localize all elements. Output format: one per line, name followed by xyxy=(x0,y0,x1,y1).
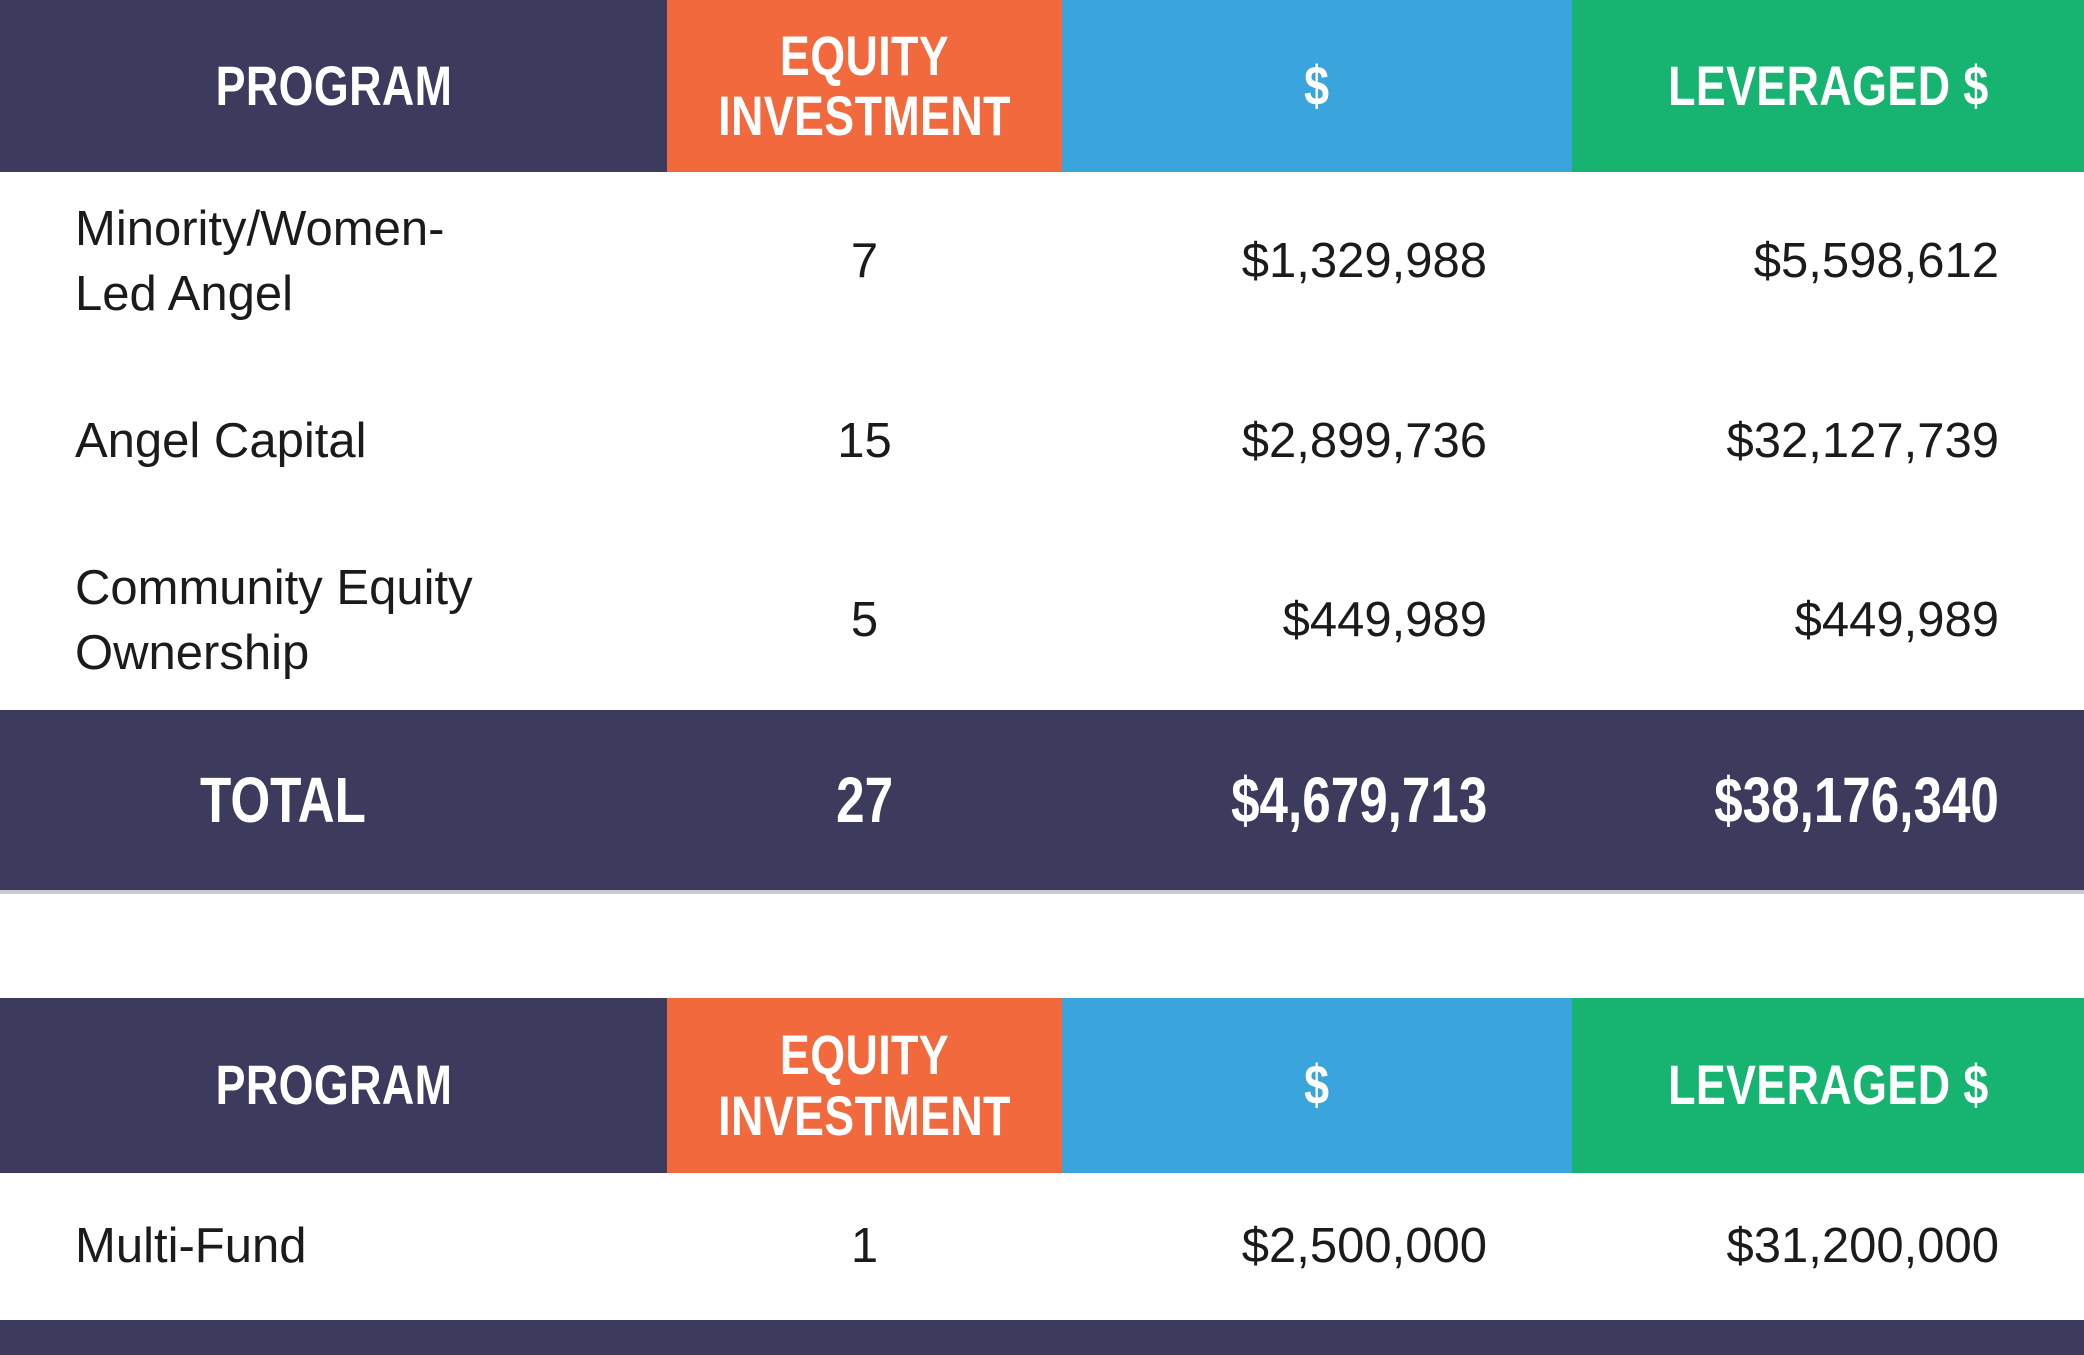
table1-header-program-label: PROGRAM xyxy=(215,53,452,117)
total-equity-count-text: 27 xyxy=(836,764,893,836)
table2-header-program-label: PROGRAM xyxy=(215,1053,452,1117)
leveraged-value: $32,127,739 xyxy=(1726,413,2000,468)
table2-header-leveraged-dollars-label: LEVERAGED $ xyxy=(1667,1053,1989,1117)
tables-gap xyxy=(0,894,2084,998)
table1-header-leveraged-dollars-label: LEVERAGED $ xyxy=(1667,53,1989,117)
table2-header-leveraged-dollars: LEVERAGED $ xyxy=(1572,998,2084,1173)
dollars-value: $449,989 xyxy=(1282,593,1487,648)
total-dollars-text: $4,679,713 xyxy=(1230,764,1487,836)
total-label-text: TOTAL xyxy=(200,764,366,836)
table1-header-leveraged-dollars: LEVERAGED $ xyxy=(1572,0,2084,172)
total-equity-count: 27 xyxy=(667,710,1062,890)
dollars-value: $2,899,736 xyxy=(1241,413,1487,468)
table1-header-program: PROGRAM xyxy=(0,0,667,172)
equity-count: 15 xyxy=(837,413,892,468)
dollars-value: $2,500,000 xyxy=(1241,1219,1487,1274)
table2-header-equity-investment: EQUITY INVESTMENT xyxy=(667,998,1062,1173)
investments-table: PROGRAM EQUITY INVESTMENT $ LEVERAGED $ … xyxy=(0,0,2084,680)
dollars-value: $1,329,988 xyxy=(1241,234,1487,289)
program-name: Minority/Women-Led Angel xyxy=(75,201,445,321)
table1-header-equity-investment: EQUITY INVESTMENT xyxy=(667,0,1062,172)
cropped-total-band xyxy=(0,1320,2084,1355)
leveraged-value: $5,598,612 xyxy=(1753,234,1999,289)
table2-header-equity-investment-label: EQUITY INVESTMENT xyxy=(718,1023,1011,1147)
total-leveraged-value: $38,176,340 xyxy=(1572,710,2084,890)
equity-count: 1 xyxy=(850,1219,879,1274)
table2-header-dollars-label: $ xyxy=(1304,1053,1330,1117)
table1-header-dollars: $ xyxy=(1062,0,1572,172)
total-leveraged-text: $38,176,340 xyxy=(1714,764,1999,836)
table2-header-program: PROGRAM xyxy=(0,998,667,1173)
table1-header-dollars-label: $ xyxy=(1304,53,1330,117)
equity-count: 5 xyxy=(850,593,879,648)
leveraged-value: $449,989 xyxy=(1794,593,1999,648)
total-row: TOTAL 27 $4,679,713 $38,176,340 xyxy=(0,710,2084,894)
equity-count: 7 xyxy=(850,234,879,289)
total-label: TOTAL xyxy=(0,710,667,890)
multi-fund-table: PROGRAM EQUITY INVESTMENT $ LEVERAGED $ … xyxy=(0,998,2084,1320)
program-name: Multi-Fund xyxy=(75,1219,307,1274)
leveraged-value: $31,200,000 xyxy=(1726,1219,2000,1274)
table2-header-dollars: $ xyxy=(1062,998,1572,1173)
program-name: Angel Capital xyxy=(75,413,367,468)
table1-header-equity-investment-label: EQUITY INVESTMENT xyxy=(718,23,1011,147)
program-name: Community Equity Ownership xyxy=(75,560,473,680)
total-dollars-value: $4,679,713 xyxy=(1062,710,1572,890)
